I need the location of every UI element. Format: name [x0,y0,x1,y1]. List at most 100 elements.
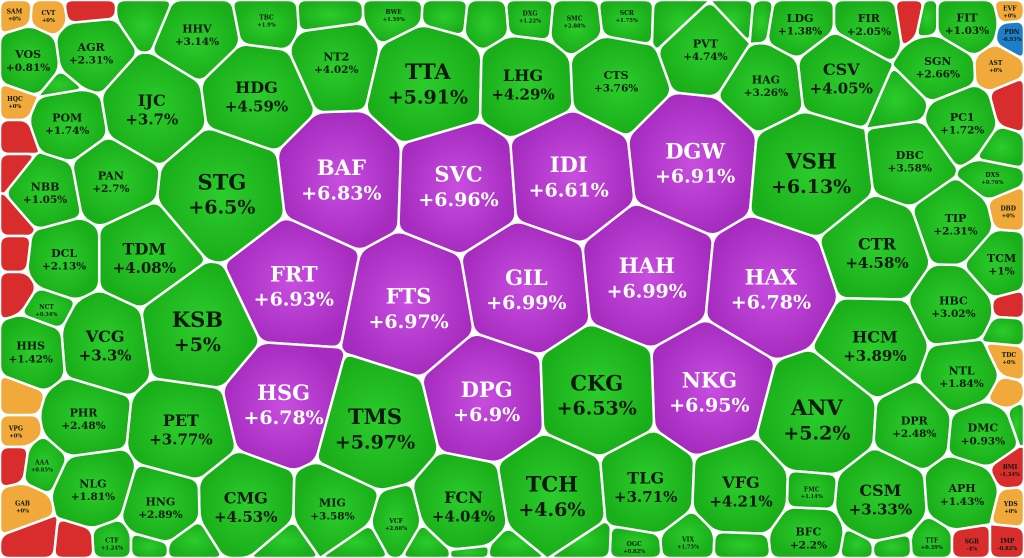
heatmap-cell[interactable] [251,522,318,558]
ticker-label-tbc: TBC [259,15,274,22]
change-label-aaa: +0.85% [31,468,53,474]
cell-nbb[interactable] [6,151,82,230]
heatmap-cell[interactable] [0,234,32,274]
cell-bfc[interactable] [767,506,845,558]
cell-nct[interactable] [22,288,76,329]
change-label-ast: +0% [989,68,1002,74]
cell-dxs[interactable] [955,158,1024,200]
ticker-label-vix: VIX [681,537,694,544]
change-label-dbd: +0% [1002,214,1015,220]
ticker-label-hag: HAG [752,73,780,86]
heatmap-cell[interactable] [296,0,365,32]
heatmap-cell[interactable] [0,270,37,320]
ticker-label-pc1: PC1 [950,111,975,124]
heatmap-cell[interactable] [0,118,41,156]
heatmap-cell[interactable] [748,0,774,46]
change-label-cvt: +0% [42,18,55,24]
ticker-label-ctf: CTF [105,538,119,545]
ticker-label-frt: FRT [270,262,318,287]
change-label-ksb: +5% [174,334,221,356]
cell-evf[interactable] [993,0,1024,24]
cell-vcf[interactable] [370,483,422,558]
change-label-gab: +0% [16,509,29,515]
cell-hhv[interactable] [152,0,241,82]
ticker-label-bwe: BWE [386,9,403,16]
ticker-label-dbd: DBD [1000,206,1015,213]
change-label-hax: +6.78% [731,292,811,314]
change-label-fir: +2.05% [847,26,891,38]
change-label-hng: +2.89% [138,509,182,521]
ticker-label-aaa: AAA [34,460,49,467]
change-label-agr: +2.31% [69,55,113,67]
ticker-label-smc: SMC [567,16,583,23]
heatmap-cell[interactable] [916,0,939,38]
heatmap-cell[interactable] [114,0,172,54]
change-label-tdm: +4.08% [113,259,176,277]
cell-fir[interactable] [832,0,903,62]
change-label-pom: +1.74% [45,125,89,137]
ticker-label-csm: CSM [859,481,901,500]
change-label-hcm: +3.89% [843,347,906,365]
heatmap-cell[interactable] [0,375,46,417]
cell-ast[interactable] [973,44,1024,92]
heatmap-cell[interactable] [63,0,118,24]
change-label-imp: -0.82% [998,546,1018,552]
cell-vpg[interactable] [0,413,44,449]
change-label-dxs: +0.76% [982,180,1004,186]
change-label-pan: +2.7% [92,183,129,195]
ticker-label-hbc: HBC [939,294,968,307]
change-label-baf: +6.83% [301,182,381,204]
change-label-vsh: +6.13% [771,176,851,198]
change-label-tch: +4.6% [518,499,585,521]
heatmap-cell[interactable] [0,192,37,238]
ticker-label-pom: POM [52,111,82,124]
change-label-hdg: +4.59% [225,98,288,116]
ticker-label-bfc: BFC [795,526,821,539]
cell-smc[interactable] [549,0,603,56]
ticker-label-ckg: CKG [570,371,623,396]
heatmap-cell[interactable] [864,68,929,131]
ticker-label-hsg: HSG [257,380,310,405]
ticker-label-lhg: LHG [503,66,543,85]
ticker-label-hhv: HHV [182,23,212,36]
cell-fmc[interactable] [785,470,838,511]
ticker-label-fmc: FMC [804,486,820,493]
heatmap-cell[interactable] [36,71,82,99]
ticker-label-scr: SCR [620,10,635,17]
change-label-anv: +5.2% [783,422,850,444]
change-label-tdc: +0% [1003,360,1016,366]
change-label-hag: +3.26% [744,87,788,99]
cell-bwe[interactable] [361,0,424,44]
heatmap-cell[interactable] [323,525,388,558]
change-label-gil: +6.99% [486,292,566,314]
ticker-label-baf: BAF [317,155,366,180]
change-label-dxg: +1.22% [519,18,541,24]
ticker-label-gab: GAB [15,501,30,508]
cell-gab[interactable] [0,482,55,535]
ticker-label-pet: PET [163,411,199,430]
change-label-dbc: +3.58% [888,162,932,174]
heatmap-cell[interactable] [712,530,772,558]
change-label-bfc: +2.2% [790,539,827,551]
ticker-label-sgn: SGN [924,55,951,68]
change-label-nct: +0.34% [36,312,58,318]
cell-ldg[interactable] [766,0,836,59]
ticker-label-cvt: CVT [41,10,55,17]
heatmap-cell[interactable] [0,445,29,488]
heatmap-cell[interactable] [463,0,510,51]
ticker-label-tlg: TLG [627,469,664,488]
ticker-label-ctr: CTR [858,235,897,254]
ticker-label-nlg: NLG [79,477,106,490]
ticker-label-hdg: HDG [235,78,278,97]
ticker-label-nkg: NKG [682,367,737,392]
change-label-scr: +1.75% [616,18,638,24]
cell-tbc[interactable] [232,0,300,51]
change-label-ogc: +0.82% [623,549,645,555]
cell-cvt[interactable] [29,0,68,36]
change-label-pdn: -6.93% [1002,37,1022,43]
ticker-label-hah: HAH [619,253,675,278]
ticker-label-bmi: BMI [1003,464,1018,471]
ticker-label-fts: FTS [386,284,432,309]
ticker-label-tch: TCH [526,472,578,497]
